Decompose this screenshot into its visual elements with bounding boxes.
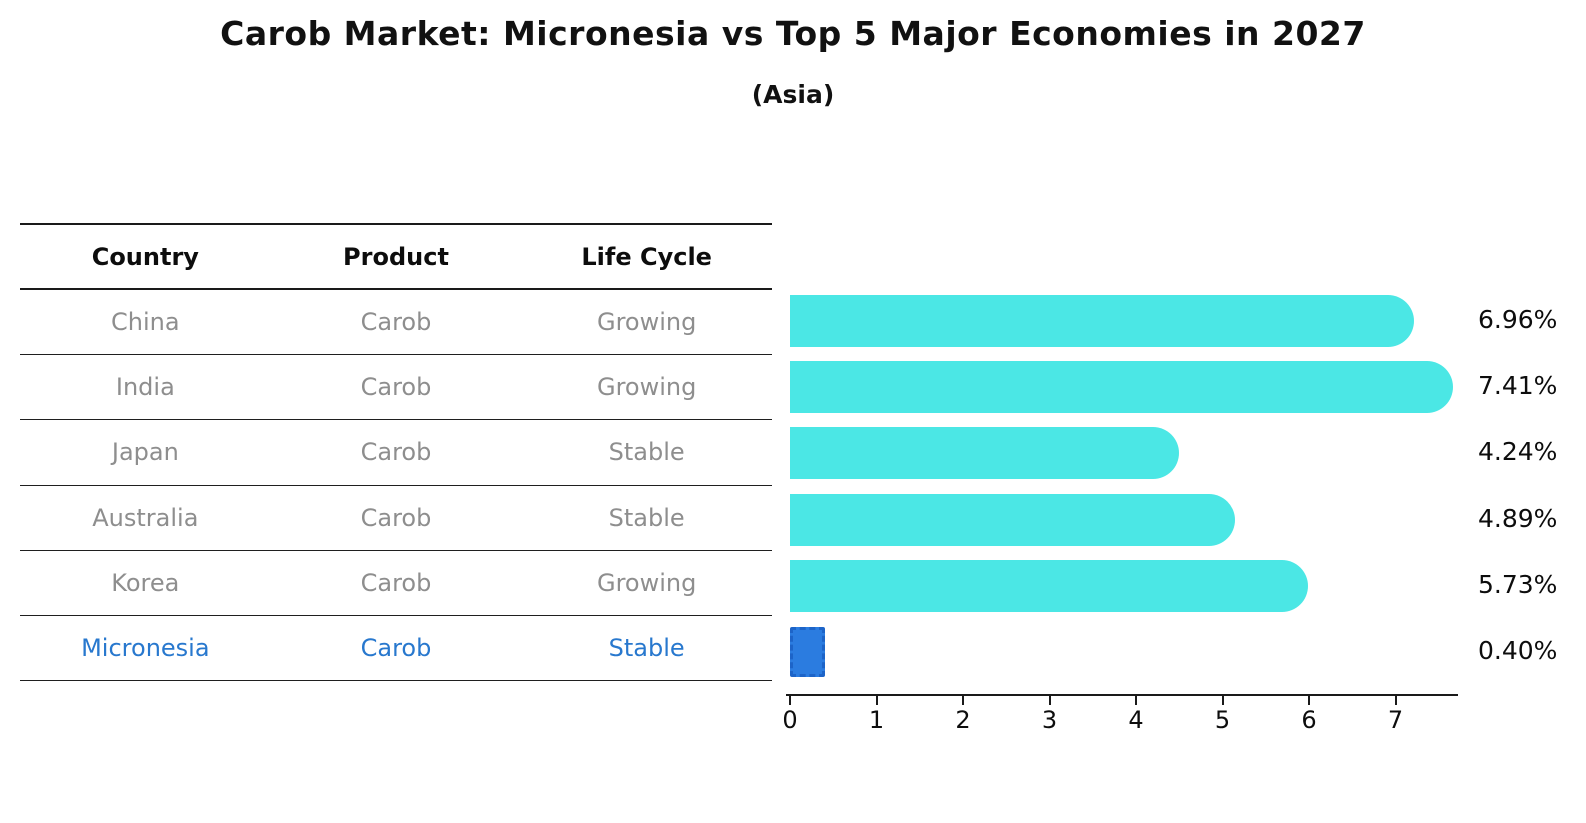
x-axis-tick bbox=[789, 696, 791, 705]
table-row: Korea Carob Growing bbox=[20, 551, 772, 616]
x-axis-tick bbox=[1135, 696, 1137, 705]
x-axis-tick-label: 6 bbox=[1301, 706, 1317, 734]
cell-country: India bbox=[115, 373, 175, 402]
bar-india bbox=[790, 361, 1453, 414]
cell-life-cycle: Stable bbox=[608, 634, 685, 663]
bar-china bbox=[790, 295, 1415, 347]
x-axis-tick bbox=[875, 696, 878, 705]
table-body: China Carob Growing India Carob Growing … bbox=[20, 290, 772, 682]
bar-value-label: 4.24% bbox=[1478, 437, 1558, 467]
column-header-product: Product bbox=[343, 242, 449, 271]
x-axis-tick-label: 4 bbox=[1128, 706, 1144, 734]
x-axis-tick bbox=[962, 696, 964, 705]
cell-life-cycle: Growing bbox=[596, 373, 697, 402]
x-axis-tick-label: 0 bbox=[782, 706, 798, 734]
x-axis-tick bbox=[1221, 696, 1224, 705]
cell-product: Carob bbox=[360, 373, 432, 402]
cell-product: Carob bbox=[360, 568, 432, 597]
table-row: China Carob Growing bbox=[20, 290, 772, 356]
cell-life-cycle: Growing bbox=[596, 568, 697, 597]
bar-value-label: 4.89% bbox=[1478, 503, 1558, 533]
cell-life-cycle: Stable bbox=[608, 438, 685, 467]
cell-product: Carob bbox=[360, 503, 432, 532]
bar-australia bbox=[790, 493, 1235, 546]
cell-life-cycle: Growing bbox=[596, 308, 697, 337]
table-row: India Carob Growing bbox=[20, 355, 772, 421]
bar-japan bbox=[790, 427, 1179, 480]
cell-product: Carob bbox=[360, 308, 432, 337]
table-header-row: Country Product Life Cycle bbox=[20, 225, 772, 290]
x-axis-tick-label: 5 bbox=[1214, 706, 1231, 734]
x-axis-tick-label: 1 bbox=[868, 706, 885, 734]
chart-subtitle: (Asia) bbox=[751, 80, 835, 109]
chart-title: Carob Market: Micronesia vs Top 5 Major … bbox=[220, 14, 1366, 53]
column-header-life-cycle: Life Cycle bbox=[581, 242, 712, 271]
bar-value-label: 0.40% bbox=[1478, 636, 1558, 665]
table-row: Micronesia Carob Stable bbox=[20, 616, 772, 682]
x-axis-tick-label: 7 bbox=[1387, 706, 1404, 734]
table-row: Australia Carob Stable bbox=[20, 486, 772, 551]
bar-highlight-micronesia bbox=[790, 627, 825, 677]
country-info-table: Country Product Life Cycle China Carob G… bbox=[20, 223, 772, 682]
x-axis-tick bbox=[1308, 696, 1310, 705]
cell-country: Micronesia bbox=[81, 634, 210, 663]
bar-korea bbox=[790, 559, 1308, 612]
cell-product: Carob bbox=[360, 634, 432, 663]
column-header-country: Country bbox=[91, 242, 199, 271]
bar-value-label: 5.73% bbox=[1478, 569, 1558, 599]
cell-country: China bbox=[111, 308, 180, 337]
bar-value-label: 6.96% bbox=[1478, 305, 1558, 334]
x-axis-tick bbox=[1048, 696, 1051, 705]
cell-product: Carob bbox=[360, 438, 432, 467]
x-axis-tick-label: 2 bbox=[955, 706, 971, 734]
x-axis-tick-label: 3 bbox=[1041, 706, 1058, 734]
cell-country: Korea bbox=[111, 568, 180, 597]
cell-life-cycle: Stable bbox=[608, 503, 685, 532]
cell-country: Australia bbox=[92, 503, 199, 532]
table-row: Japan Carob Stable bbox=[20, 420, 772, 486]
x-axis-tick bbox=[1394, 696, 1397, 705]
x-axis-line bbox=[786, 694, 1458, 697]
bar-value-label: 7.41% bbox=[1478, 371, 1558, 401]
cell-country: Japan bbox=[111, 438, 179, 467]
